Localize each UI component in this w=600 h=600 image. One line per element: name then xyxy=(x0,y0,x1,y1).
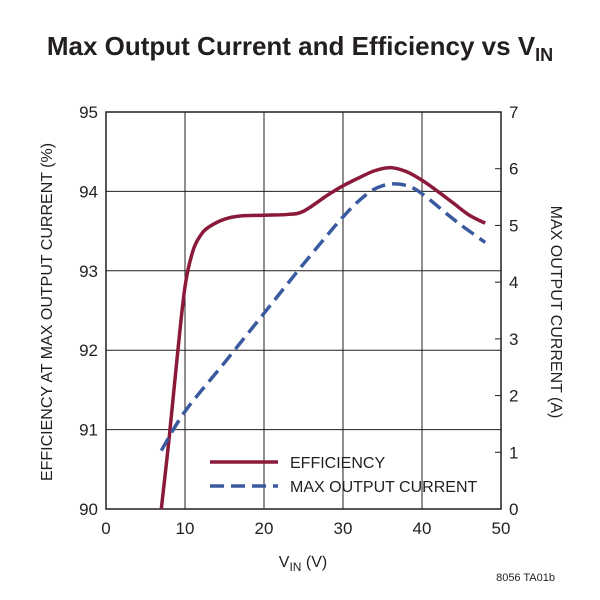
y-left-tick-label-0: 90 xyxy=(79,500,98,519)
x-tick-label-5: 50 xyxy=(492,519,511,538)
series-line-efficiency xyxy=(159,165,486,510)
y-left-axis-title: EFFICIENCY AT MAX OUTPUT CURRENT (%) xyxy=(39,143,56,481)
y-right-tick-label-5: 5 xyxy=(509,216,518,235)
y-left-tick-label-1: 91 xyxy=(79,421,98,440)
chart-title: Max Output Current and Efficiency vs VIN xyxy=(47,31,553,65)
y-left-tick-label-5: 95 xyxy=(79,103,98,122)
y-right-tick-label-0: 0 xyxy=(509,500,518,519)
legend: EFFICIENCY MAX OUTPUT CURRENT xyxy=(210,455,477,496)
x-tick-label-3: 30 xyxy=(334,519,353,538)
legend-label-efficiency: EFFICIENCY xyxy=(290,455,385,472)
x-axis-title: VIN (V) xyxy=(279,554,327,574)
legend-label-max-output-current: MAX OUTPUT CURRENT xyxy=(290,479,477,496)
y-left-tick-label-3: 93 xyxy=(79,262,98,281)
y-right-tick-label-3: 3 xyxy=(509,330,518,349)
x-tick-labels: 0 10 20 30 40 50 xyxy=(101,519,510,538)
series xyxy=(159,165,487,510)
x-tick-label-2: 20 xyxy=(255,519,274,538)
plot-frame xyxy=(105,111,502,510)
y-right-tick-label-4: 4 xyxy=(509,273,518,292)
y-left-tick-labels: 90 91 92 93 94 95 xyxy=(79,103,98,519)
y-right-tick-labels: 0 1 2 3 4 5 6 7 xyxy=(509,103,518,519)
x-tick-label-1: 10 xyxy=(176,519,195,538)
figure-id: 8056 TA01b xyxy=(496,572,555,584)
y-left-tick-label-2: 92 xyxy=(79,341,98,360)
y-left-tick-label-4: 94 xyxy=(79,182,98,201)
y-right-tick-label-6: 6 xyxy=(509,160,518,179)
grid xyxy=(106,111,501,510)
x-tick-label-0: 0 xyxy=(101,519,110,538)
y-right-axis-title: MAX OUTPUT CURRENT (A) xyxy=(547,206,564,419)
y-right-tick-label-1: 1 xyxy=(509,443,518,462)
y-right-tick-label-2: 2 xyxy=(509,387,518,406)
series-line-max-output-current xyxy=(159,182,487,452)
y-right-tick-label-7: 7 xyxy=(509,103,518,122)
x-tick-label-4: 40 xyxy=(413,519,432,538)
